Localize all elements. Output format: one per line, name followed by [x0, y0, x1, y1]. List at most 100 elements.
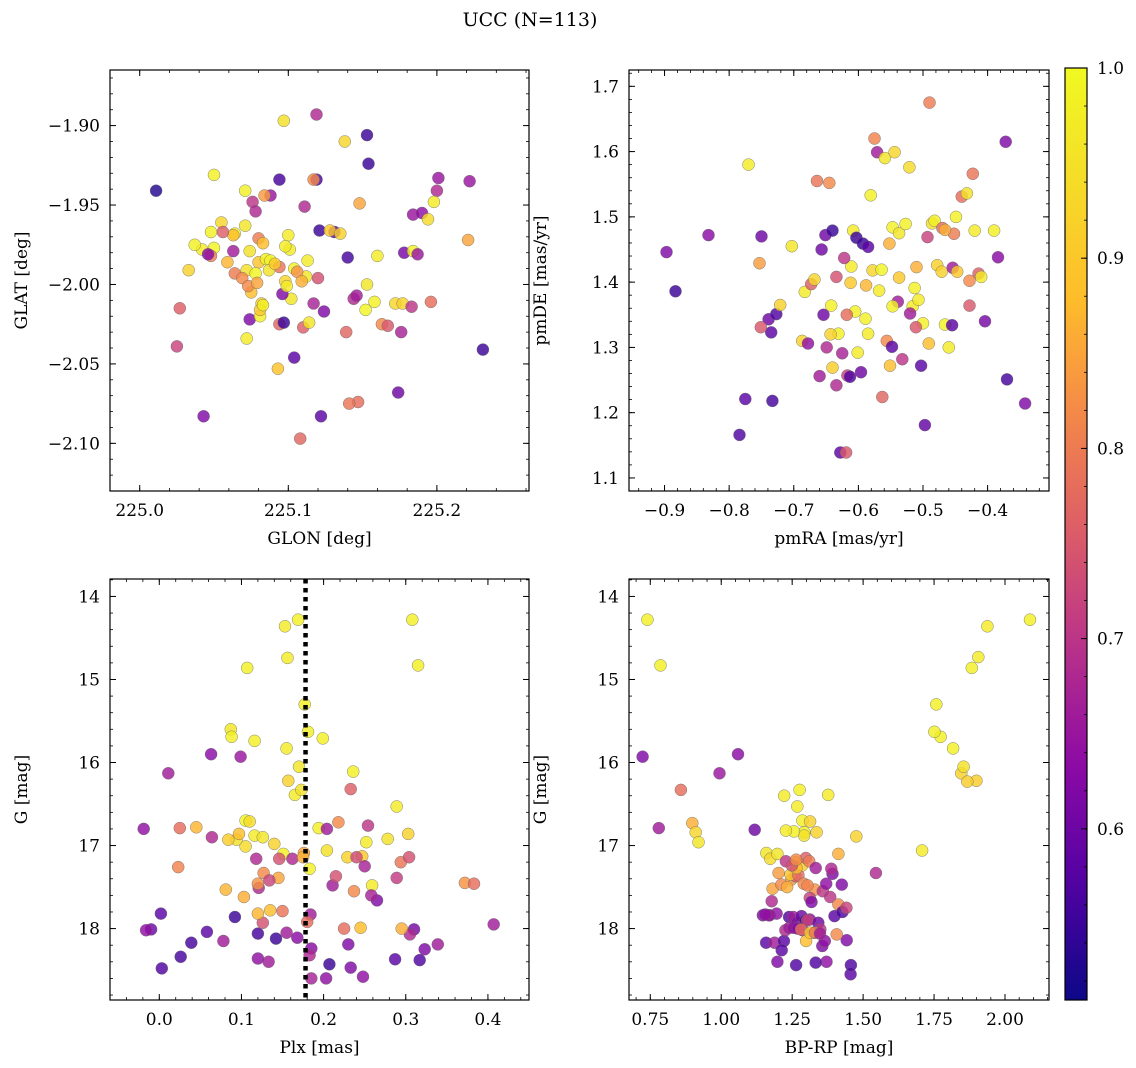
scatter-point: [830, 270, 843, 284]
scatter-point: [225, 730, 238, 743]
scatter-point: [234, 750, 247, 763]
scatter-point: [350, 289, 363, 302]
scatter-point: [674, 783, 688, 797]
colorbar-tick-label: 0.6: [1097, 820, 1124, 840]
scatter-point: [960, 187, 974, 200]
scatter-point: [878, 151, 892, 165]
scatter-point: [311, 271, 325, 285]
scatter-point: [251, 907, 265, 920]
scatter-point: [810, 174, 824, 188]
scatter-point: [809, 956, 822, 969]
y-axis-label: G [mag]: [531, 755, 551, 824]
scatter-point: [411, 248, 424, 261]
x-axis-label: pmRA [mas/yr]: [774, 529, 903, 549]
scatter-point: [975, 270, 988, 284]
scatter-point: [286, 852, 299, 865]
scatter-point: [137, 822, 150, 836]
y-tick-label: −2.05: [48, 355, 100, 375]
x-tick-label: −0.5: [902, 501, 943, 521]
scatter-point: [307, 173, 320, 186]
x-tick-label: 0.75: [631, 1010, 669, 1030]
scatter-point: [251, 927, 265, 940]
x-tick-label: 0.0: [146, 1010, 173, 1030]
scatter-point: [273, 852, 286, 865]
scatter-point: [277, 114, 290, 128]
scatter-point: [951, 265, 964, 278]
scatter-point: [188, 238, 201, 252]
scatter-point: [277, 316, 290, 329]
scatter-point: [778, 789, 791, 802]
scatter-point: [347, 885, 361, 898]
scatter-point: [170, 340, 184, 353]
scatter-point: [1018, 397, 1032, 410]
figure-title: UCC (N=113): [463, 9, 598, 31]
scatter-point: [817, 308, 830, 321]
scatter-point: [282, 228, 295, 242]
x-tick-label: 1.50: [844, 1010, 882, 1030]
x-tick-label: 225.1: [264, 501, 313, 521]
scatter-point: [251, 952, 265, 965]
x-tick-label: −0.4: [967, 501, 1008, 521]
scatter-point: [892, 271, 906, 284]
y-tick-label: 16: [78, 754, 100, 774]
scatter-point: [774, 298, 787, 312]
scatter-point: [868, 132, 881, 145]
x-tick-label: 0.1: [228, 1010, 255, 1030]
scatter-point: [288, 351, 301, 364]
scatter-point: [344, 961, 357, 974]
scatter-point: [987, 224, 1001, 237]
scatter-point: [754, 321, 767, 334]
scatter-point: [232, 827, 246, 841]
scatter-point: [238, 219, 252, 232]
x-tick-label: 1.25: [773, 1010, 811, 1030]
scatter-point: [826, 224, 839, 237]
scatter-point: [844, 958, 858, 972]
scatter-point: [204, 225, 218, 239]
scatter-point: [875, 263, 888, 276]
scatter-point: [388, 953, 402, 966]
scatter-point: [358, 860, 371, 873]
scatter-point: [733, 428, 746, 442]
scatter-point: [424, 295, 438, 309]
scatter-point: [207, 168, 221, 182]
scatter-point: [395, 922, 408, 935]
scatter-point: [338, 135, 351, 148]
scatter-point: [250, 852, 263, 865]
scatter-point: [280, 742, 293, 755]
scatter-point: [978, 315, 992, 328]
scatter-point: [190, 821, 203, 834]
scatter-point: [256, 298, 270, 312]
scatter-point: [406, 613, 419, 626]
scatter-point: [823, 176, 836, 190]
y-tick-label: 1.2: [592, 404, 619, 424]
scatter-point: [832, 847, 845, 861]
scatter-point: [280, 926, 293, 939]
y-tick-label: 16: [597, 754, 619, 774]
scatter-point: [872, 284, 886, 297]
scatter-point: [269, 932, 283, 945]
scatter-point: [820, 877, 833, 890]
scatter-point: [323, 224, 337, 237]
scatter-point: [923, 96, 936, 109]
scatter-point: [820, 341, 833, 354]
scatter-point: [825, 862, 838, 875]
scatter-point: [281, 651, 294, 665]
scatter-point: [361, 819, 375, 832]
scatter-point: [221, 256, 234, 269]
scatter-point: [652, 821, 665, 835]
scatter-point: [753, 257, 766, 270]
panels: 225.0 225.1 225.2 −1.90 −1.95 −2.00 −2.05 −2.10…: [12, 69, 1050, 1058]
scatter-point: [840, 308, 853, 321]
scatter-point: [292, 760, 306, 773]
scatter-point: [859, 279, 873, 292]
scatter-point: [830, 928, 843, 941]
scatter-point: [476, 343, 490, 356]
scatter-point: [174, 950, 187, 963]
scatter-point: [467, 877, 481, 890]
scatter-point: [360, 128, 374, 142]
scatter-point: [320, 844, 334, 857]
colorbar-tick-label: 0.9: [1097, 249, 1124, 269]
scatter-point: [1023, 613, 1037, 626]
scatter-point: [371, 249, 384, 263]
scatter-point: [922, 337, 935, 350]
